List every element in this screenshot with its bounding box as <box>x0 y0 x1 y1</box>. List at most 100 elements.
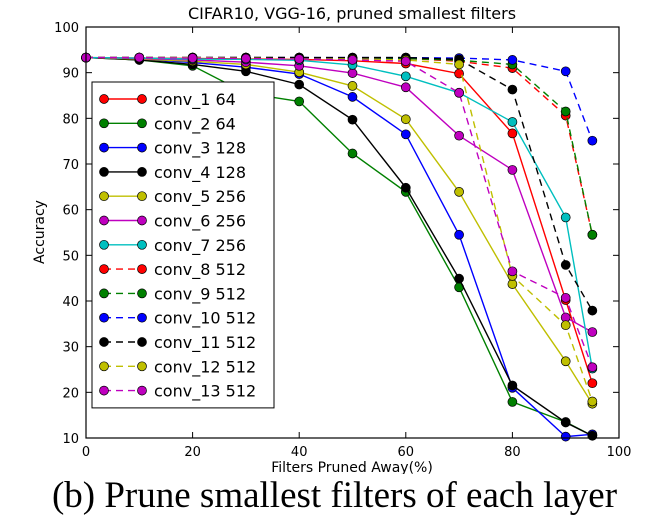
data-point <box>454 229 464 240</box>
legend-item: conv_4 128 <box>99 163 246 183</box>
data-point <box>587 327 598 337</box>
legend-marker <box>99 288 109 299</box>
legend-marker <box>137 385 147 396</box>
figure-caption: (b) Prune smallest filters of each layer <box>51 475 618 516</box>
data-point <box>560 320 571 331</box>
data-point <box>294 54 305 64</box>
legend-label: conv_6 256 <box>154 212 246 232</box>
legend-marker <box>99 167 109 177</box>
y-tick-label: 30 <box>62 341 79 356</box>
data-point <box>587 430 598 441</box>
data-point <box>400 71 411 82</box>
legend-marker <box>99 312 109 323</box>
legend-marker <box>137 239 147 250</box>
legend-item: conv_11 512 <box>99 333 256 353</box>
data-point <box>347 55 358 65</box>
legend-marker <box>99 215 109 226</box>
data-point <box>560 431 571 442</box>
legend-marker <box>99 142 109 153</box>
legend-item: conv_13 512 <box>99 382 256 402</box>
data-point <box>560 260 571 270</box>
data-point <box>507 117 518 127</box>
y-tick-label: 90 <box>62 67 79 82</box>
legend-marker <box>137 142 147 153</box>
legend-marker <box>137 288 147 299</box>
legend-label: conv_7 256 <box>154 236 246 256</box>
data-point <box>560 417 571 428</box>
data-point <box>454 187 464 197</box>
legend-label: conv_5 256 <box>154 187 246 207</box>
legend-marker <box>137 167 147 177</box>
data-point <box>187 53 198 63</box>
legend-marker <box>137 264 147 274</box>
data-point <box>400 82 411 93</box>
data-point <box>507 279 518 289</box>
legend-marker <box>99 337 109 347</box>
data-point <box>294 96 305 107</box>
legend-label: conv_9 512 <box>154 284 246 304</box>
legend-marker <box>137 215 147 226</box>
y-tick-label: 50 <box>62 249 79 264</box>
legend-marker <box>137 312 147 323</box>
plot-frame <box>85 26 620 439</box>
data-point <box>560 66 571 77</box>
data-point <box>507 380 518 391</box>
data-point <box>507 128 518 139</box>
data-point <box>454 87 464 98</box>
x-tick-label: 20 <box>184 445 201 460</box>
data-point <box>587 362 598 373</box>
data-point <box>400 56 411 67</box>
data-point <box>347 114 358 125</box>
y-tick-label: 80 <box>62 112 79 127</box>
legend-marker <box>99 361 109 372</box>
legend-label: conv_8 512 <box>154 260 246 280</box>
data-point <box>454 130 464 141</box>
legend-marker <box>99 264 109 274</box>
legend-marker <box>99 118 109 129</box>
chart-title: CIFAR10, VGG-16, pruned smallest filters <box>188 4 516 23</box>
data-point <box>347 148 358 159</box>
legend-item: conv_7 256 <box>99 236 246 256</box>
legend-marker <box>137 118 147 129</box>
legend-marker <box>99 385 109 396</box>
legend-item: conv_1 64 <box>99 90 236 110</box>
legend-label: conv_3 128 <box>154 139 246 159</box>
chart: CIFAR10, VGG-16, pruned smallest filters… <box>32 4 631 474</box>
legend-item: conv_2 64 <box>99 114 236 134</box>
data-point <box>454 273 464 284</box>
data-point <box>507 84 518 95</box>
data-point <box>587 396 598 407</box>
data-point <box>507 165 518 175</box>
data-point <box>507 397 518 407</box>
legend-item: conv_8 512 <box>99 260 246 280</box>
data-point <box>347 68 358 78</box>
x-axis: 0 20 40 60 80 100 <box>82 27 631 460</box>
data-point <box>400 129 411 140</box>
legend-item: conv_12 512 <box>99 357 256 377</box>
legend-marker <box>137 361 147 372</box>
data-point <box>347 92 358 102</box>
y-tick-label: 40 <box>62 295 79 310</box>
x-axis-label: Filters Pruned Away(%) <box>271 460 433 474</box>
data-point <box>507 266 518 277</box>
data-point <box>400 182 411 193</box>
legend-label: conv_1 64 <box>154 90 236 110</box>
data-point <box>560 292 571 303</box>
data-point <box>587 135 598 146</box>
legend-label: conv_12 512 <box>154 357 256 377</box>
x-tick-label: 60 <box>398 445 415 460</box>
data-point <box>560 212 571 223</box>
x-tick-label: 0 <box>82 445 90 460</box>
data-point <box>241 53 251 64</box>
y-tick-label: 100 <box>54 21 79 36</box>
legend-marker <box>137 191 147 202</box>
legend-item: conv_3 128 <box>99 139 246 159</box>
y-axis: 10 20 30 40 50 60 70 80 90 100 <box>54 21 619 447</box>
y-tick-label: 10 <box>62 432 79 447</box>
legend: conv_1 64 conv_2 64 conv_3 128 conv_4 128 co… <box>91 81 275 409</box>
legend-marker <box>99 94 109 104</box>
legend-item: conv_5 256 <box>99 187 246 207</box>
legend-label: conv_2 64 <box>154 114 236 134</box>
x-tick-label: 40 <box>291 445 308 460</box>
data-point <box>587 378 598 389</box>
